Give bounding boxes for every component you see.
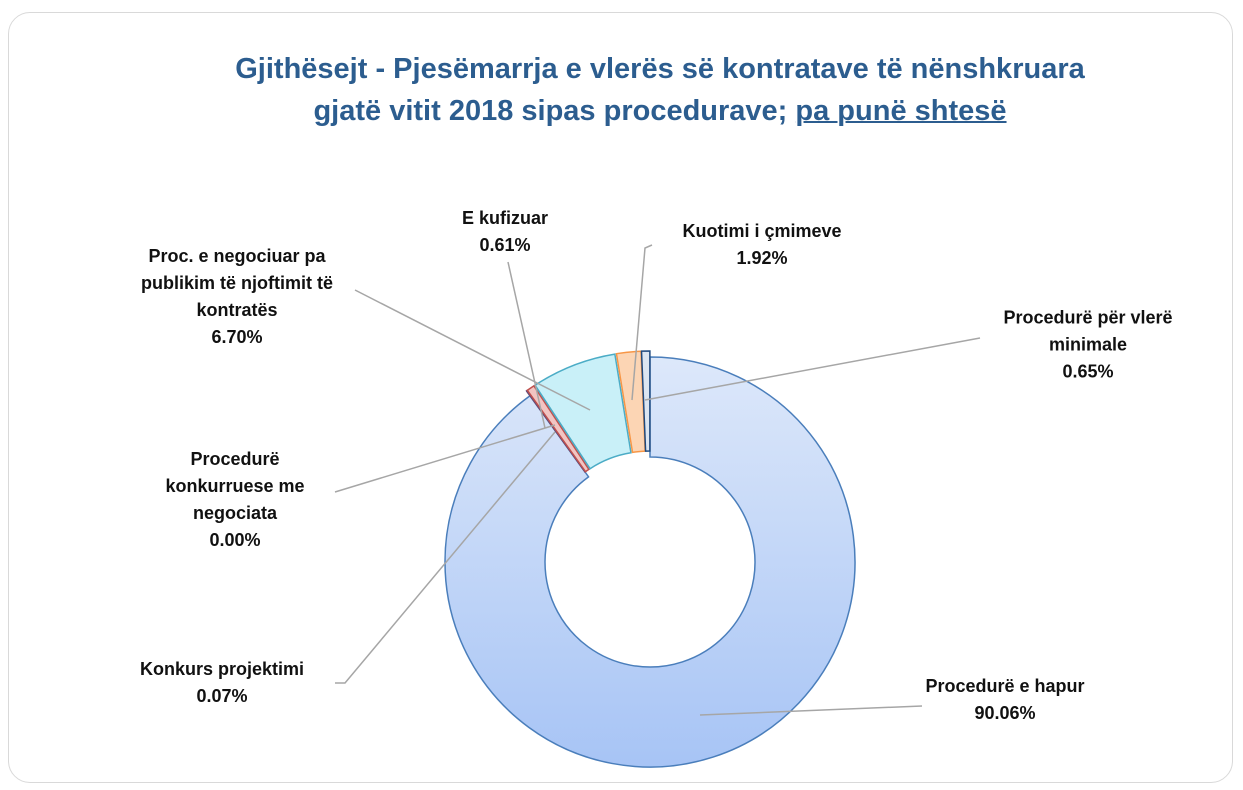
title-underlined: pa punë shtesë bbox=[795, 95, 1007, 127]
title-text: Gjithësejt - Pjesëmarrja e vlerës së kon… bbox=[235, 53, 1085, 127]
data-label: Procedurë konkurruese me negociata 0.00% bbox=[150, 446, 320, 554]
data-label: Procedurë për vlerë minimale 0.65% bbox=[986, 305, 1191, 386]
data-label: Procedurë e hapur 90.06% bbox=[885, 673, 1125, 727]
data-label: Proc. e negociuar pa publikim të njoftim… bbox=[125, 243, 350, 351]
value-label: 6.70% bbox=[211, 327, 263, 347]
category-label: Kuotimi i çmimeve bbox=[682, 221, 842, 241]
donut-slice bbox=[534, 353, 632, 470]
value-label: 0.61% bbox=[479, 235, 531, 255]
leader-line bbox=[631, 244, 653, 401]
category-label: Proc. e negociuar pa publikim të njoftim… bbox=[141, 246, 333, 320]
value-label: 1.92% bbox=[736, 248, 788, 268]
leader-line bbox=[354, 289, 591, 411]
leader-line bbox=[644, 337, 981, 401]
data-label: E kufizuar 0.61% bbox=[450, 205, 560, 259]
donut-slice bbox=[444, 356, 856, 768]
data-label: Konkurs projektimi 0.07% bbox=[102, 656, 342, 710]
category-label: Konkurs projektimi bbox=[139, 659, 305, 679]
value-label: 0.65% bbox=[1062, 361, 1114, 382]
leader-line bbox=[699, 705, 923, 716]
chart-title: Gjithësejt - Pjesëmarrja e vlerës së kon… bbox=[230, 48, 1090, 132]
donut-slice bbox=[526, 384, 590, 473]
value-label: 90.06% bbox=[974, 703, 1036, 723]
category-label: Procedurë konkurruese me negociata bbox=[165, 449, 305, 523]
leader-line bbox=[507, 261, 546, 429]
leader-line bbox=[334, 424, 556, 493]
donut-slice bbox=[640, 350, 651, 452]
data-label: Kuotimi i çmimeve 1.92% bbox=[642, 218, 882, 272]
chart-frame bbox=[8, 12, 1233, 783]
value-label: 0.07% bbox=[196, 686, 248, 706]
category-label: Procedurë e hapur bbox=[925, 676, 1085, 696]
category-label: E kufizuar bbox=[461, 208, 549, 228]
category-label: Procedurë për vlerë minimale bbox=[1003, 307, 1173, 355]
leader-line bbox=[335, 431, 556, 684]
value-label: 0.00% bbox=[209, 530, 261, 550]
